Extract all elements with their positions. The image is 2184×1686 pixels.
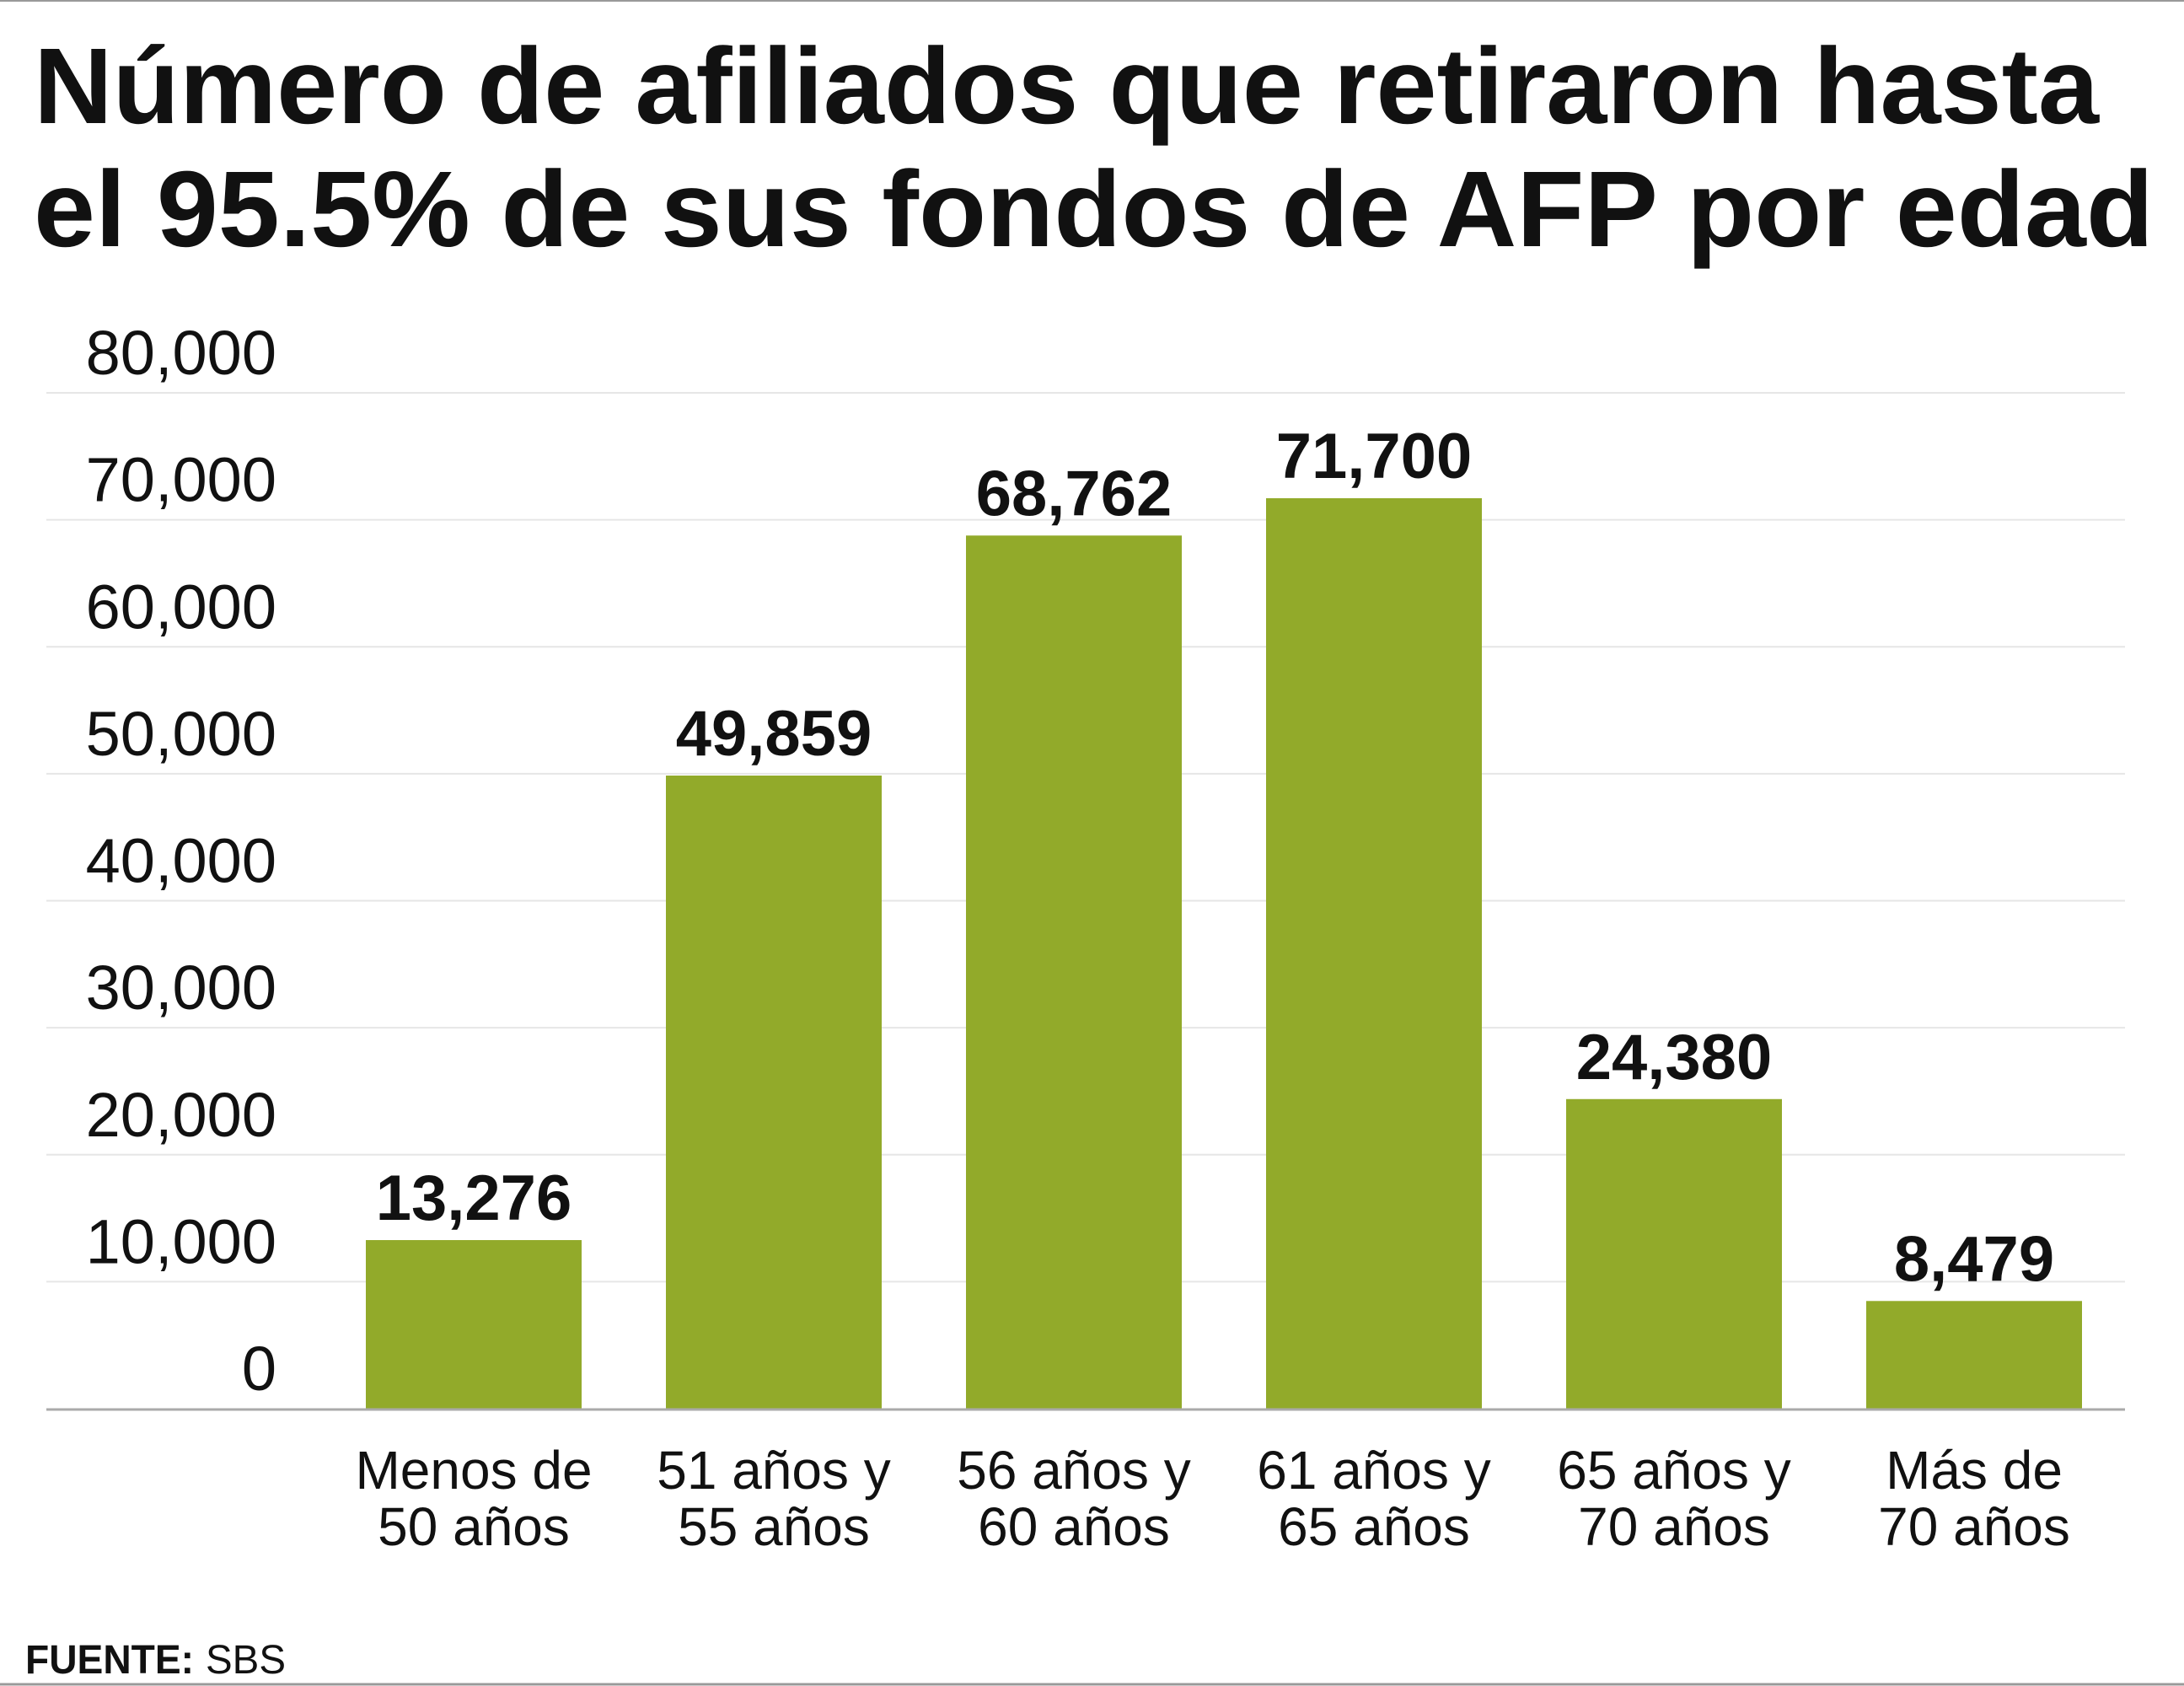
bar-value-label: 71,700: [1276, 421, 1472, 492]
x-tick-label-line-2: 70 años: [1578, 1496, 1770, 1557]
y-tick-label: 50,000: [86, 699, 276, 769]
x-tick-label-line-1: Más de: [1886, 1440, 2063, 1501]
y-tick-label: 0: [242, 1334, 276, 1404]
bar-value-label: 13,276: [376, 1162, 571, 1234]
x-tick-label-line-2: 70 años: [1878, 1496, 2070, 1557]
x-tick-label-line-1: 51 años y: [657, 1440, 891, 1501]
bar: [1866, 1301, 2082, 1409]
chart-title-line-2: el 95.5% de sus fondos de AFP por edad: [34, 149, 2154, 270]
bar-value-label: 24,380: [1576, 1022, 1772, 1093]
source-value: SBS: [206, 1638, 286, 1683]
bar-value-label: 68,762: [976, 458, 1172, 529]
x-tick-label-line-2: 60 años: [978, 1496, 1170, 1557]
bar-value-label: 49,859: [676, 698, 872, 770]
bar: [366, 1240, 582, 1409]
x-tick-label-line-2: 55 años: [678, 1496, 870, 1557]
chart-title-line-1: Número de afiliados que retiraron hasta: [34, 26, 2100, 147]
bar-value-label: 8,479: [1894, 1223, 2054, 1295]
y-tick-label: 70,000: [86, 445, 276, 515]
bar: [966, 535, 1182, 1409]
bar: [666, 775, 882, 1409]
x-tick-label-line-1: 61 años y: [1257, 1440, 1491, 1501]
y-tick-label: 80,000: [86, 318, 276, 388]
x-tick-label-line-2: 50 años: [378, 1496, 570, 1557]
y-tick-label: 60,000: [86, 572, 276, 642]
y-tick-label: 20,000: [86, 1080, 276, 1150]
x-tick-label-line-2: 65 años: [1278, 1496, 1470, 1557]
bar: [1566, 1098, 1782, 1409]
x-tick-label-line-1: Menos de: [355, 1440, 592, 1501]
bar: [1266, 498, 1482, 1409]
x-tick-label-line-1: 56 años y: [957, 1440, 1191, 1501]
x-tick-label-line-1: 65 años y: [1557, 1440, 1791, 1501]
y-tick-label: 40,000: [86, 826, 276, 896]
source-label: FUENTE:: [25, 1638, 194, 1683]
y-tick-label: 10,000: [86, 1206, 276, 1276]
y-tick-label: 30,000: [86, 953, 276, 1023]
